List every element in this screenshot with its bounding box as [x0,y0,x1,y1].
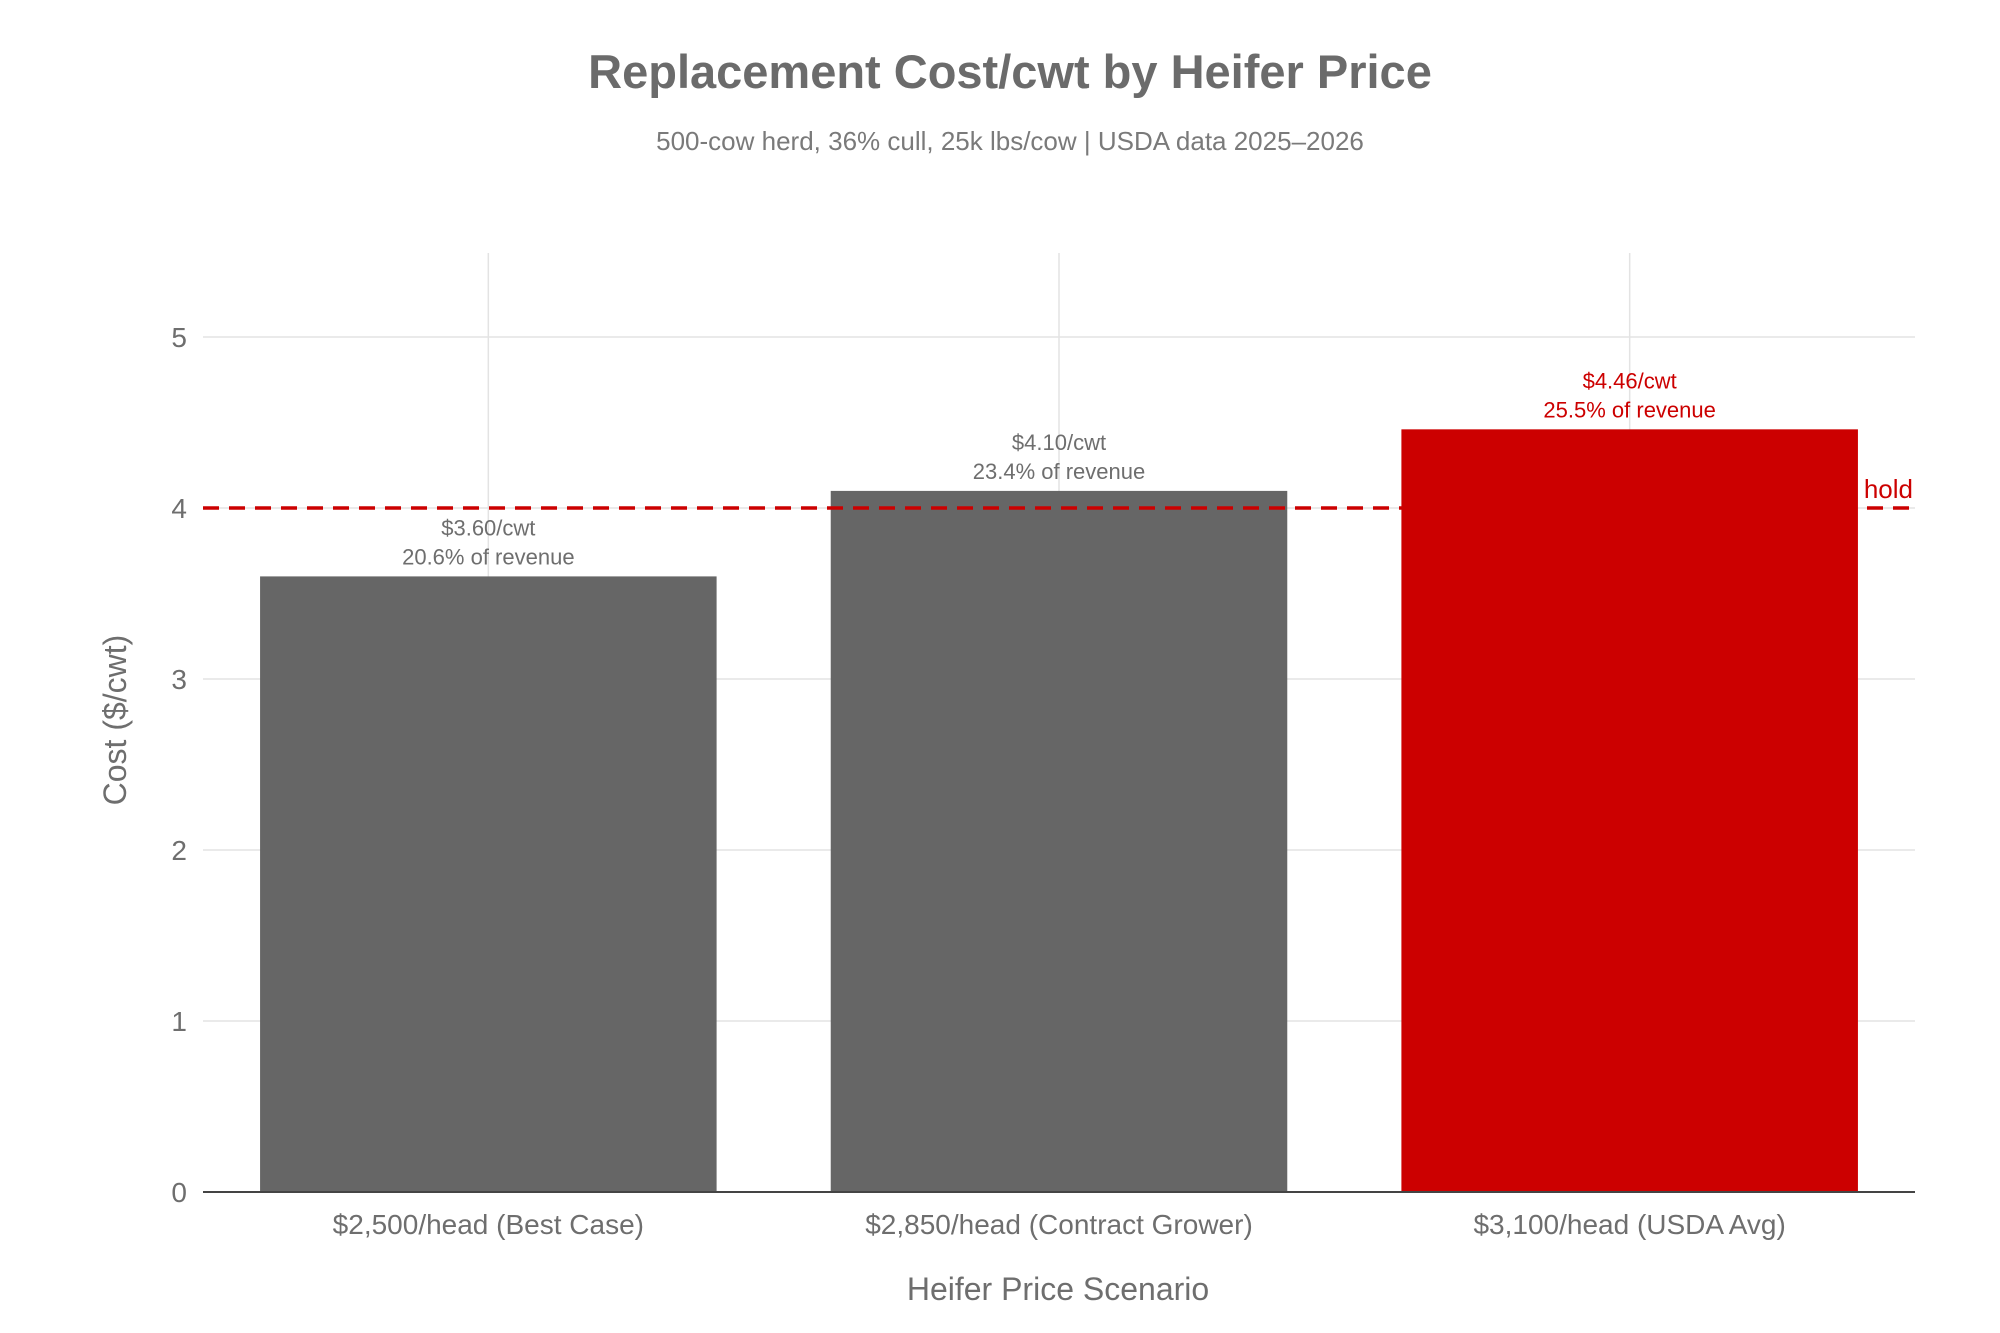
y-tick-label: 4 [171,493,187,524]
bars [260,429,1858,1193]
x-tick-label: $2,850/head (Contract Grower) [865,1209,1253,1240]
data-label-share: 20.6% of revenue [402,544,574,569]
axes: 0 1 2 3 4 5 $2,500/head (Best Case) $2,850/head… [171,322,1915,1240]
reference-line-label: hold [1864,474,1913,504]
y-tick-label: 3 [171,664,187,695]
y-tick-label: 1 [171,1006,187,1037]
y-axis-title: Cost ($/cwt) [97,635,133,806]
data-label-value: $4.10/cwt [1012,430,1106,455]
data-label-share: 23.4% of revenue [973,459,1145,484]
bar-2 [830,490,1288,1192]
chart-subtitle: 500-cow herd, 36% cull, 25k lbs/cow | US… [656,126,1364,156]
data-label-value: $4.46/cwt [1583,368,1677,393]
bar-1 [260,576,717,1192]
reference-line-group: hold [203,474,1915,510]
chart-title: Replacement Cost/cwt by Heifer Price [588,45,1432,98]
x-tick-label: $3,100/head (USDA Avg) [1473,1209,1785,1240]
data-labels: $3.60/cwt 20.6% of revenue $4.10/cwt 23.4% … [402,368,1716,569]
y-tick-label: 0 [171,1177,187,1208]
bar-3 [1401,429,1858,1193]
x-axis-title: Heifer Price Scenario [907,1271,1209,1307]
x-tick-label: $2,500/head (Best Case) [333,1209,644,1240]
y-tick-label: 5 [171,322,187,353]
y-tick-label: 2 [171,835,187,866]
data-label-share: 25.5% of revenue [1543,397,1715,422]
data-label-value: $3.60/cwt [441,515,535,540]
